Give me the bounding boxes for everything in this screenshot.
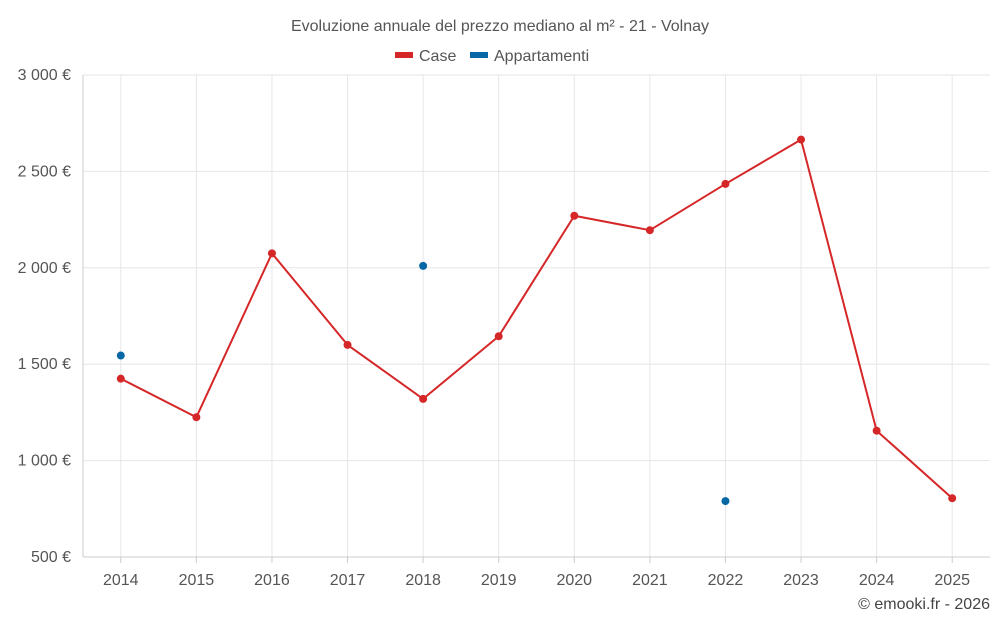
x-tick-label: 2020 [556, 572, 592, 589]
y-tick-label: 3 000 € [18, 67, 71, 84]
x-tick-label: 2018 [405, 572, 441, 589]
y-tick-label: 1 500 € [18, 356, 71, 373]
series-line-case [120, 138, 953, 499]
x-tick-label: 2023 [783, 572, 819, 589]
y-tick-label: 500 € [31, 549, 71, 566]
x-tick-label: 2025 [934, 572, 970, 589]
x-tick-label: 2021 [632, 572, 668, 589]
x-tick-label: 2022 [708, 572, 744, 589]
x-tick-label: 2015 [179, 572, 215, 589]
data-point-case [872, 426, 881, 435]
data-point-case [645, 226, 654, 235]
data-point-appartamenti [116, 351, 125, 360]
x-tick-label: 2024 [859, 572, 895, 589]
series [116, 135, 957, 506]
legend-label-case: Case [419, 48, 456, 65]
x-tick-label: 2019 [481, 572, 517, 589]
data-point-case [343, 340, 352, 349]
data-point-case [267, 249, 276, 258]
data-point-case [419, 394, 428, 403]
data-point-case [721, 179, 730, 188]
axes: 500 € 1 000 € 1 500 € 2 000 € 2 500 € 3 000 €… [18, 67, 990, 589]
data-point-appartamenti [419, 261, 428, 270]
legend-item-case[interactable]: Case [395, 48, 456, 65]
x-tick-label: 2016 [254, 572, 290, 589]
data-point-case [570, 211, 579, 220]
data-point-case [192, 413, 201, 422]
data-point-appartamenti [721, 497, 730, 506]
y-tick-label: 2 500 € [18, 163, 71, 180]
y-tick-label: 1 000 € [18, 453, 71, 470]
data-point-case [494, 332, 503, 341]
y-tick-label: 2 000 € [18, 260, 71, 277]
legend-label-appartamenti: Appartamenti [494, 48, 589, 65]
x-tick-label: 2017 [330, 572, 366, 589]
legend-swatch-case [395, 52, 413, 58]
legend-swatch-appartamenti [470, 52, 488, 58]
data-point-case [797, 135, 806, 144]
legend: Case Appartamenti [395, 48, 589, 65]
data-point-case [116, 374, 125, 383]
data-point-case [948, 494, 957, 503]
grid [83, 74, 990, 557]
x-tick-label: 2014 [103, 572, 139, 589]
credit-text: © emooki.fr - 2026 [858, 596, 990, 613]
legend-item-appartamenti[interactable]: Appartamenti [470, 48, 589, 65]
chart-title: Evoluzione annuale del prezzo mediano al… [291, 18, 709, 35]
